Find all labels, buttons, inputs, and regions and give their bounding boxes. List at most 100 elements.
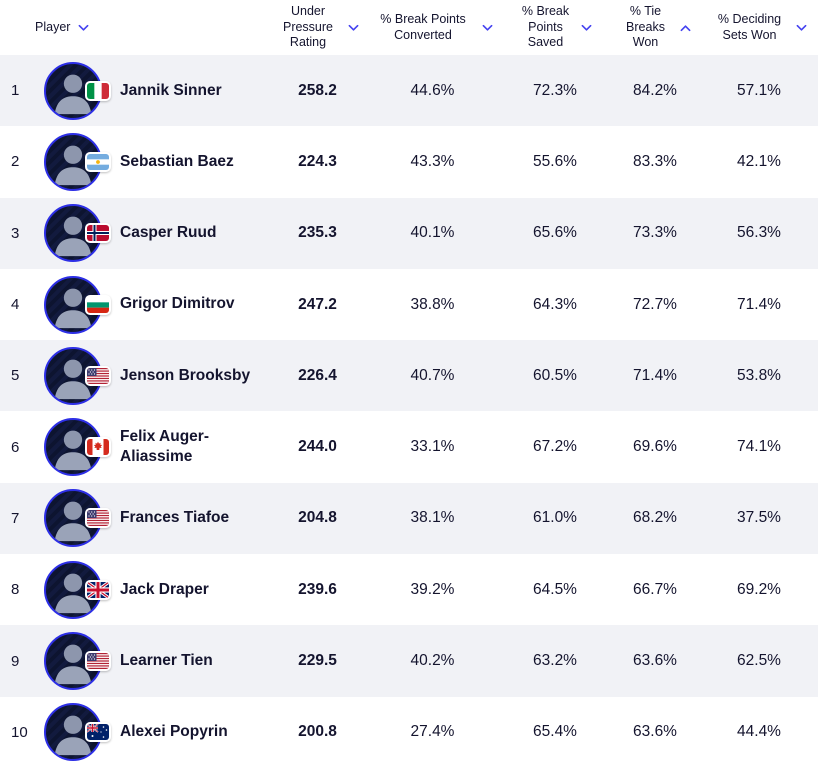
- rank: 1: [11, 82, 20, 100]
- under-pressure-rating-value: 224.3: [298, 152, 337, 170]
- rank: 5: [11, 367, 20, 385]
- under-pressure-rating-value: 239.6: [298, 580, 337, 598]
- rank: 9: [11, 652, 20, 670]
- tie-breaks-won-value: 66.7%: [633, 580, 677, 598]
- table-row[interactable]: 9 Learner Tien 229.5 40.2% 63.2% 63.6% 6…: [0, 625, 818, 697]
- flag-nor-icon: [85, 223, 111, 244]
- rank: 4: [11, 296, 20, 314]
- table-row[interactable]: 3 Casper Ruud 235.3 40.1% 65.6% 73.3% 56…: [0, 197, 818, 269]
- tie-breaks-won-value: 83.3%: [633, 152, 677, 170]
- flag-usa-icon: [85, 365, 111, 386]
- tie-breaks-won-value: 63.6%: [633, 652, 677, 670]
- flag-usa-icon: [85, 651, 111, 672]
- column-header-break-points-converted[interactable]: % Break Points Converted: [365, 12, 500, 43]
- rank: 8: [11, 581, 20, 599]
- column-header-tie-breaks-won[interactable]: % Tie Breaks Won: [610, 4, 700, 51]
- break-points-saved-value: 65.6%: [533, 224, 577, 242]
- break-points-saved-value: 65.4%: [533, 723, 577, 741]
- break-points-converted-value: 40.2%: [410, 652, 455, 670]
- flag-aus-icon: [85, 722, 111, 743]
- break-points-saved-value: 64.5%: [533, 580, 577, 598]
- break-points-converted-value: 40.7%: [410, 366, 455, 384]
- under-pressure-rating-value: 226.4: [298, 366, 337, 384]
- player-name[interactable]: Learner Tien: [120, 651, 213, 669]
- table-header: Player Under Pressure Rating % Break Poi…: [0, 0, 818, 55]
- deciding-sets-won-value: 37.5%: [737, 509, 781, 527]
- player-name[interactable]: Frances Tiafoe: [120, 509, 230, 527]
- rank: 2: [11, 153, 20, 171]
- column-label: % Break Points Converted: [380, 11, 466, 42]
- deciding-sets-won-value: 53.8%: [737, 366, 781, 384]
- player-avatar-cell: [36, 483, 120, 554]
- under-pressure-rating-value: 244.0: [298, 438, 337, 456]
- table-row[interactable]: 7 Frances Tiafoe 204.8 38.1% 61.0% 68.2%…: [0, 482, 818, 555]
- table-row[interactable]: 5 Jenson Brooksby 226.4 40.7% 60.5% 71.4…: [0, 340, 818, 412]
- deciding-sets-won-value: 71.4%: [737, 295, 781, 313]
- under-pressure-rating-value: 229.5: [298, 652, 337, 670]
- flag-ita-icon: [85, 80, 111, 101]
- flag-usa-icon: [85, 508, 111, 529]
- column-header-under-pressure-rating[interactable]: Under Pressure Rating: [270, 4, 365, 51]
- break-points-saved-value: 63.2%: [533, 652, 577, 670]
- break-points-saved-value: 55.6%: [533, 152, 577, 170]
- player-name[interactable]: Grigor Dimitrov: [120, 295, 235, 313]
- player-avatar-cell: [36, 411, 120, 482]
- player-name[interactable]: Sebastian Baez: [120, 152, 234, 170]
- deciding-sets-won-value: 62.5%: [737, 652, 781, 670]
- player-name[interactable]: Felix Auger-Aliassime: [120, 427, 209, 466]
- under-pressure-rating-value: 258.2: [298, 81, 337, 99]
- deciding-sets-won-value: 42.1%: [737, 152, 781, 170]
- flag-arg-icon: [85, 151, 111, 172]
- table-row[interactable]: 4 Grigor Dimitrov 247.2 38.8% 64.3% 72.7…: [0, 268, 818, 341]
- tie-breaks-won-value: 69.6%: [633, 438, 677, 456]
- break-points-converted-value: 40.1%: [410, 224, 455, 242]
- player-name[interactable]: Jack Draper: [120, 580, 209, 598]
- player-avatar-cell: [36, 340, 120, 411]
- table-row[interactable]: 10 Alexei Popyrin 200.8 27.4% 65.4% 63.6…: [0, 696, 818, 768]
- break-points-converted-value: 38.1%: [410, 509, 455, 527]
- column-label: % Deciding Sets Won: [717, 11, 782, 42]
- sort-chevron-icon[interactable]: [581, 24, 592, 32]
- player-avatar-cell: [36, 625, 120, 696]
- player-name[interactable]: Jannik Sinner: [120, 81, 222, 99]
- tie-breaks-won-value: 63.6%: [633, 723, 677, 741]
- tie-breaks-won-value: 71.4%: [633, 366, 677, 384]
- player-name[interactable]: Alexei Popyrin: [120, 723, 228, 741]
- column-header-player[interactable]: Player: [0, 20, 270, 36]
- sort-chevron-icon[interactable]: [680, 24, 691, 32]
- break-points-converted-value: 43.3%: [410, 152, 455, 170]
- tie-breaks-won-value: 72.7%: [633, 295, 677, 313]
- table-row[interactable]: 6 Felix Auger-Aliassime 244.0 33.1% 67.2…: [0, 411, 818, 483]
- break-points-converted-value: 39.2%: [410, 580, 455, 598]
- column-header-break-points-saved[interactable]: % Break Points Saved: [500, 4, 610, 51]
- tie-breaks-won-value: 68.2%: [633, 509, 677, 527]
- flag-bul-icon: [85, 294, 111, 315]
- flag-can-icon: [85, 437, 111, 458]
- table-row[interactable]: 8 Jack Draper 239.6 39.2% 64.5% 66.7% 69…: [0, 554, 818, 626]
- sort-chevron-icon[interactable]: [482, 24, 493, 32]
- tie-breaks-won-value: 73.3%: [633, 224, 677, 242]
- break-points-saved-value: 60.5%: [533, 366, 577, 384]
- break-points-saved-value: 72.3%: [533, 81, 577, 99]
- player-avatar-cell: [36, 126, 120, 197]
- player-avatar-cell: [36, 697, 120, 768]
- player-name[interactable]: Casper Ruud: [120, 224, 217, 242]
- sort-chevron-icon[interactable]: [78, 24, 89, 32]
- table-row[interactable]: 2 Sebastian Baez 224.3 43.3% 55.6% 83.3%…: [0, 126, 818, 198]
- break-points-converted-value: 27.4%: [410, 723, 455, 741]
- rank: 10: [11, 723, 28, 741]
- player-avatar-cell: [36, 55, 120, 126]
- break-points-converted-value: 38.8%: [410, 295, 455, 313]
- player-avatar-cell: [36, 269, 120, 340]
- sort-chevron-icon[interactable]: [796, 24, 807, 32]
- column-header-deciding-sets-won[interactable]: % Deciding Sets Won: [700, 12, 818, 43]
- table-row[interactable]: 1 Jannik Sinner 258.2 44.6% 72.3% 84.2% …: [0, 55, 818, 127]
- flag-gbr-icon: [85, 579, 111, 600]
- player-name[interactable]: Jenson Brooksby: [120, 366, 251, 384]
- sort-chevron-icon[interactable]: [348, 24, 359, 32]
- column-label: Player: [35, 19, 71, 34]
- player-avatar-cell: [36, 554, 120, 625]
- deciding-sets-won-value: 56.3%: [737, 224, 781, 242]
- tie-breaks-won-value: 84.2%: [633, 81, 677, 99]
